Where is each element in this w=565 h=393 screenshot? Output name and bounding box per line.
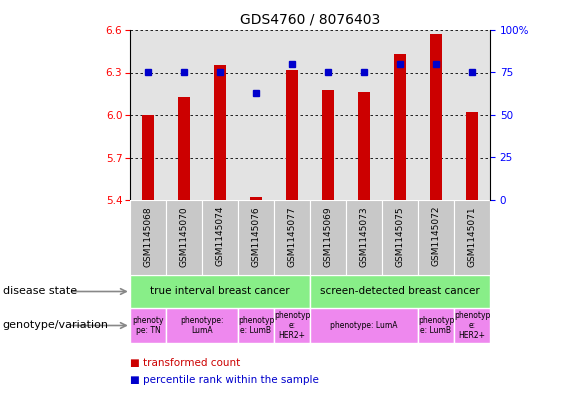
Bar [274,308,310,343]
Text: GSM1145071: GSM1145071 [467,206,476,266]
Text: GSM1145070: GSM1145070 [180,206,189,266]
Bar [130,30,166,200]
Text: phenotype: LumA: phenotype: LumA [331,321,398,330]
Bar [394,54,406,200]
Bar [130,308,166,343]
Bar [178,97,190,200]
Bar [250,197,262,200]
Text: phenotyp
e:
HER2+: phenotyp e: HER2+ [454,310,490,340]
Text: GSM1145069: GSM1145069 [324,206,332,266]
Bar [130,275,310,308]
Text: disease state: disease state [3,286,77,296]
Bar [418,200,454,275]
Bar [418,30,454,200]
Bar [454,308,490,343]
Bar [142,115,154,200]
Bar [430,34,442,200]
Bar [382,30,418,200]
Bar [466,112,479,200]
Bar [358,92,370,200]
Text: GSM1145077: GSM1145077 [288,206,297,266]
Text: screen-detected breast cancer: screen-detected breast cancer [320,286,480,296]
Text: GSM1145074: GSM1145074 [215,206,224,266]
Text: phenotype:
LumA: phenotype: LumA [180,316,224,335]
Text: GSM1145076: GSM1145076 [251,206,260,266]
Bar [346,30,382,200]
Bar [321,90,334,200]
Text: ■ percentile rank within the sample: ■ percentile rank within the sample [130,375,319,385]
Text: GSM1145068: GSM1145068 [144,206,153,266]
Text: GSM1145075: GSM1145075 [396,206,405,266]
Bar [418,308,454,343]
Bar [238,30,274,200]
Bar [214,65,227,200]
Bar [286,70,298,200]
Bar [166,308,238,343]
Text: phenotyp
e:
HER2+: phenotyp e: HER2+ [274,310,310,340]
Bar [346,200,382,275]
Text: phenoty
pe: TN: phenoty pe: TN [132,316,164,335]
Bar [454,30,490,200]
Text: true interval breast cancer: true interval breast cancer [150,286,290,296]
Bar [310,275,490,308]
Title: GDS4760 / 8076403: GDS4760 / 8076403 [240,12,380,26]
Bar [238,200,274,275]
Bar [382,200,418,275]
Bar [202,30,238,200]
Bar [310,30,346,200]
Bar [130,200,166,275]
Text: ■ transformed count: ■ transformed count [130,358,240,367]
Bar [166,200,202,275]
Text: phenotyp
e: LumB: phenotyp e: LumB [238,316,274,335]
Text: GSM1145073: GSM1145073 [359,206,368,266]
Text: genotype/variation: genotype/variation [3,321,109,331]
Bar [238,308,274,343]
Text: phenotyp
e: LumB: phenotyp e: LumB [418,316,454,335]
Bar [202,200,238,275]
Bar [274,200,310,275]
Bar [310,200,346,275]
Bar [454,200,490,275]
Bar [310,308,418,343]
Text: GSM1145072: GSM1145072 [432,206,441,266]
Bar [166,30,202,200]
Bar [274,30,310,200]
